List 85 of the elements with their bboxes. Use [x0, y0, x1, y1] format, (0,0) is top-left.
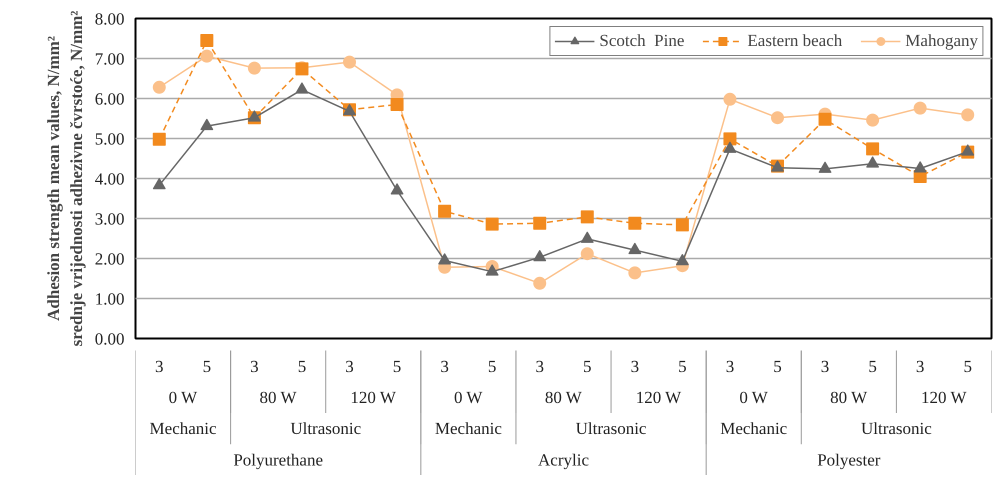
point	[580, 247, 594, 260]
point	[628, 216, 642, 230]
point	[914, 102, 927, 115]
y-tick-label: 0.00	[94, 330, 124, 348]
legend-label: Scotch Pine	[599, 31, 684, 51]
point	[580, 231, 594, 243]
point	[961, 144, 974, 156]
text: 80 W	[830, 388, 868, 407]
x-tick-label: 5	[773, 357, 782, 376]
x-tick-label: 5	[678, 357, 687, 376]
point	[152, 132, 166, 146]
x-tick-label: 5	[868, 357, 877, 376]
point	[533, 216, 546, 230]
y-tick-label: 6.00	[94, 90, 124, 108]
text: 120 W	[921, 388, 968, 407]
point	[200, 50, 214, 63]
point	[676, 218, 689, 232]
x-tick-label: 5	[488, 357, 496, 376]
x-tick-label: 3	[345, 357, 354, 376]
text: Mechanic	[720, 419, 788, 438]
text: Ultrasonic	[576, 419, 647, 438]
point	[152, 178, 166, 190]
text: 80 W	[544, 388, 583, 407]
y-tick-label: 7.00	[94, 50, 124, 68]
point	[152, 80, 166, 94]
x-tick-label: 5	[298, 357, 306, 376]
point	[200, 34, 214, 47]
point	[486, 264, 499, 276]
point	[390, 98, 404, 111]
text: Ultrasonic	[290, 419, 362, 438]
x-tick-label: 5	[963, 357, 972, 376]
point	[866, 142, 880, 156]
y-tick-label: 5.00	[94, 130, 124, 148]
x-tick-label: 5	[392, 357, 402, 376]
text: 0 W	[739, 388, 769, 407]
y-tick-label: 8.00	[94, 10, 124, 28]
point	[961, 108, 974, 122]
x-tick-label: 5	[583, 357, 592, 376]
x-tick-label: 3	[250, 357, 259, 376]
point	[628, 266, 642, 280]
text: Ultrasonic	[860, 419, 932, 438]
text: 120 W	[636, 388, 682, 407]
point	[676, 254, 689, 266]
x-tick-label: 3	[820, 357, 830, 376]
y-tick-label: 3.00	[94, 210, 124, 228]
point	[723, 92, 736, 106]
point	[533, 276, 546, 290]
text: Polyester	[817, 450, 881, 470]
legend-label: Eastern beach	[747, 31, 842, 51]
point	[486, 218, 499, 231]
x-tick-label: 3	[535, 357, 544, 376]
point	[390, 183, 404, 194]
x-tick-label: 3	[630, 357, 640, 376]
point	[533, 250, 546, 262]
point	[438, 253, 452, 264]
x-tick-label: 5	[202, 357, 212, 376]
point	[771, 111, 784, 124]
y-tick-label: 1.00	[94, 290, 124, 308]
text: Polyurethane	[233, 450, 324, 470]
y-axis-title: Adhesion strength mean values, N/mm² srednje vrijednosti adhezivne čvrstoće, N/mm²	[44, 10, 86, 346]
point	[200, 118, 214, 130]
point	[343, 56, 356, 69]
text: 0 W	[454, 388, 484, 407]
x-tick-label: 3	[916, 357, 924, 376]
point	[248, 62, 261, 75]
point	[580, 210, 594, 224]
text: 0 W	[168, 388, 198, 407]
point	[628, 242, 642, 254]
point	[818, 112, 832, 126]
text: 80 W	[260, 388, 298, 407]
point	[723, 132, 736, 146]
point	[438, 204, 452, 218]
y-tick-label: 4.00	[94, 170, 124, 188]
text: 120 W	[350, 388, 397, 407]
point	[866, 156, 880, 168]
x-tick-label: 3	[726, 357, 734, 376]
point	[866, 114, 880, 127]
point	[914, 161, 927, 172]
y-tick-label: 2.00	[94, 250, 124, 268]
x-tick-label: 3	[155, 357, 164, 376]
text: Mechanic	[434, 419, 502, 438]
x-tick-label: 3	[440, 357, 449, 376]
legend-label: Mahogany	[905, 31, 978, 51]
text: Acrylic	[538, 450, 590, 470]
text: Mechanic	[150, 419, 218, 438]
